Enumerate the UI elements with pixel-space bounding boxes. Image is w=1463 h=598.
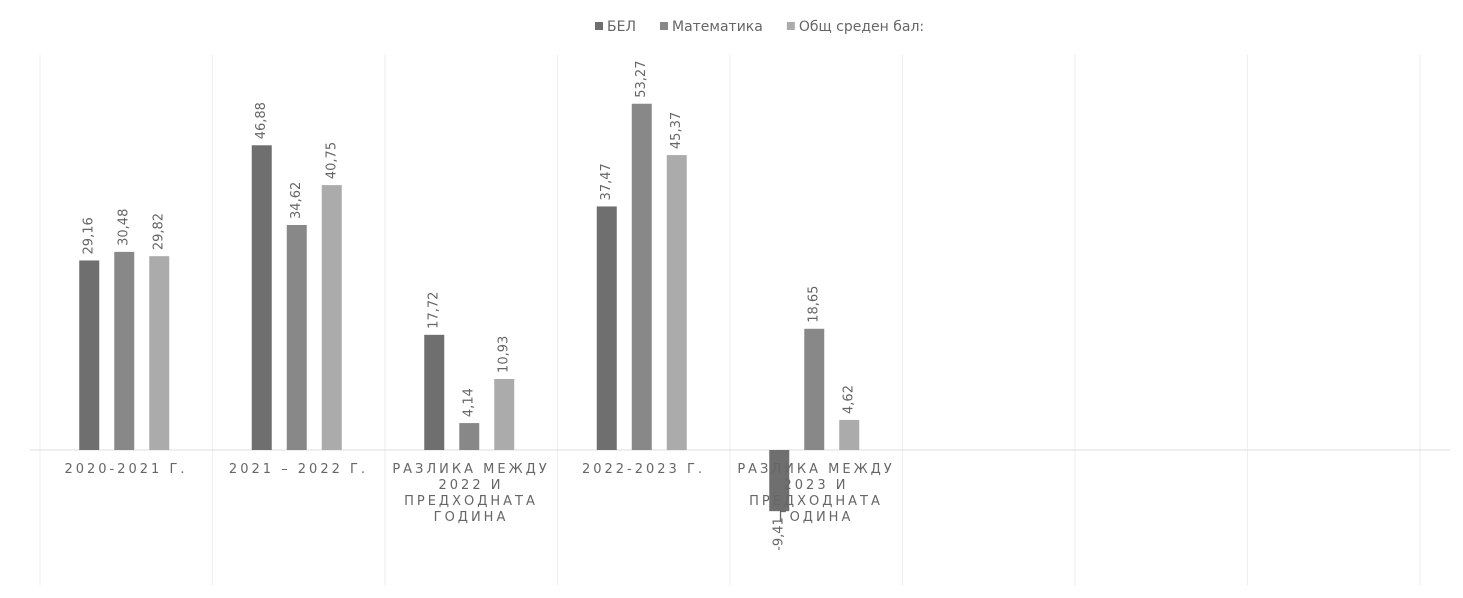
data-label: 10,93 [497,336,512,373]
bar [459,423,480,450]
bar [769,450,790,512]
data-label: 40,75 [324,142,339,179]
bar [79,260,100,450]
legend-label: Общ среден бал: [799,19,924,35]
bar [596,206,617,450]
data-label: 45,37 [669,112,684,149]
x-tick-label: 2021 – 2022 Г. [228,462,369,477]
bar [666,155,687,450]
bar [149,256,170,450]
data-label: 53,27 [634,61,649,98]
bar [286,224,307,450]
data-label: 4,14 [462,388,477,417]
bar [804,328,825,450]
bar [424,334,445,450]
bar [839,419,860,450]
data-label: 34,62 [289,182,304,219]
data-label: 46,88 [254,102,269,139]
data-label: 29,16 [82,217,97,254]
data-label: 17,72 [427,292,442,329]
bar [114,251,135,450]
data-label: 18,65 [807,286,822,323]
x-tick-label: РАЗЛИКА МЕЖДУ 2023 И ПРЕДХОДНАТА ГОДИНА [737,462,895,525]
data-label: 30,48 [117,209,132,246]
x-tick-label: 2020-2021 Г. [64,462,188,477]
legend-swatch [659,22,668,30]
bar [321,185,342,450]
bar [631,103,652,451]
data-label: -9,41 [772,517,787,551]
bar [251,145,272,450]
data-label: 29,82 [152,213,167,250]
x-tick-label: 2022-2023 Г. [581,462,706,477]
legend-swatch [595,22,603,30]
legend-label: Математика [672,19,763,35]
legend-swatch [786,22,795,30]
x-tick-label: РАЗЛИКА МЕЖДУ 2022 И ПРЕДХОДНАТА ГОДИНА [392,462,550,525]
legend-label: БЕЛ [607,19,636,35]
data-label: 37,47 [599,163,614,200]
data-label: 4,62 [842,385,857,414]
bar [494,378,515,450]
